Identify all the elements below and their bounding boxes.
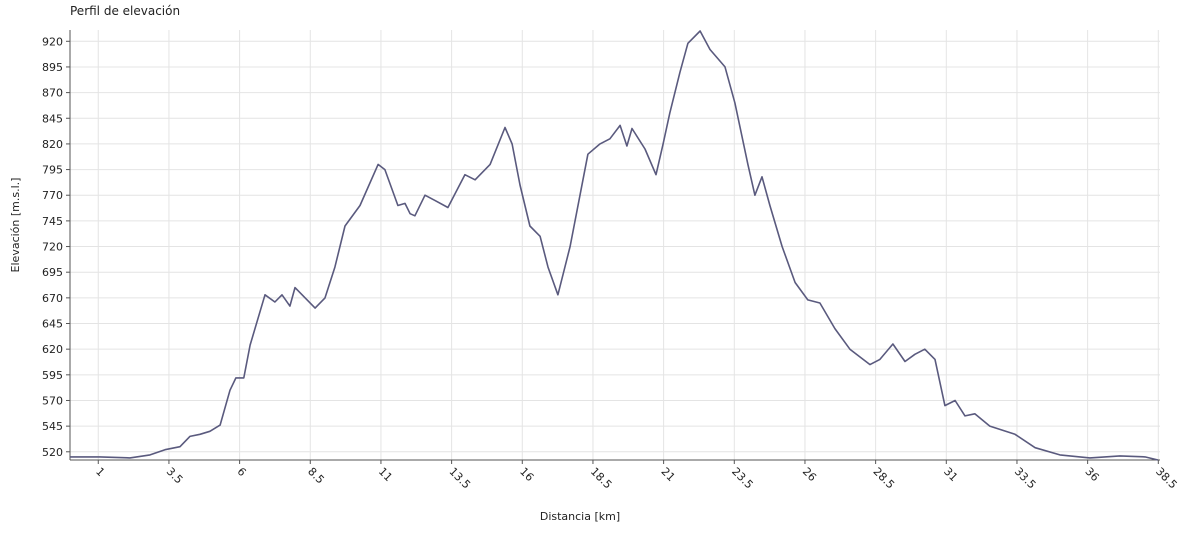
y-tick-label: 620 [42, 343, 63, 356]
y-tick-label: 895 [42, 61, 63, 74]
y-tick-label: 820 [42, 138, 63, 151]
x-tick-label: 38.5 [1153, 465, 1180, 492]
x-tick-label: 26 [800, 465, 819, 484]
x-tick-label: 28.5 [871, 465, 898, 492]
y-tick-label: 670 [42, 292, 63, 305]
y-tick-label: 870 [42, 87, 63, 100]
x-tick-label: 31 [941, 465, 960, 484]
x-tick-label: 21 [658, 465, 677, 484]
y-tick-label: 695 [42, 266, 63, 279]
x-tick-label: 8.5 [305, 465, 327, 487]
x-tick-label: 36 [1083, 465, 1102, 484]
x-axis-label: Distancia [km] [540, 510, 620, 523]
x-tick-label: 16 [517, 465, 536, 484]
y-tick-label: 570 [42, 394, 63, 407]
y-tick-label: 795 [42, 164, 63, 177]
x-tick-label: 1 [93, 465, 107, 479]
x-tick-label: 3.5 [164, 465, 186, 487]
y-tick-label: 845 [42, 112, 63, 125]
y-tick-label: 920 [42, 35, 63, 48]
elevation-line [70, 30, 1159, 461]
y-tick-label: 645 [42, 318, 63, 331]
y-tick-label: 720 [42, 241, 63, 254]
x-tick-label: 23.5 [729, 465, 756, 492]
x-tick-label: 33.5 [1012, 465, 1039, 492]
y-tick-label: 545 [42, 420, 63, 433]
x-tick-label: 11 [376, 465, 395, 484]
x-tick-label: 6 [234, 465, 248, 479]
y-tick-label: 595 [42, 369, 63, 382]
chart-title: Perfil de elevación [70, 4, 180, 18]
y-tick-label: 520 [42, 446, 63, 459]
y-tick-label: 770 [42, 189, 63, 202]
y-tick-label: 745 [42, 215, 63, 228]
x-tick-label: 18.5 [588, 465, 615, 492]
y-axis-label: Elevación [m.s.l.] [9, 178, 22, 273]
x-tick-label: 13.5 [446, 465, 473, 492]
